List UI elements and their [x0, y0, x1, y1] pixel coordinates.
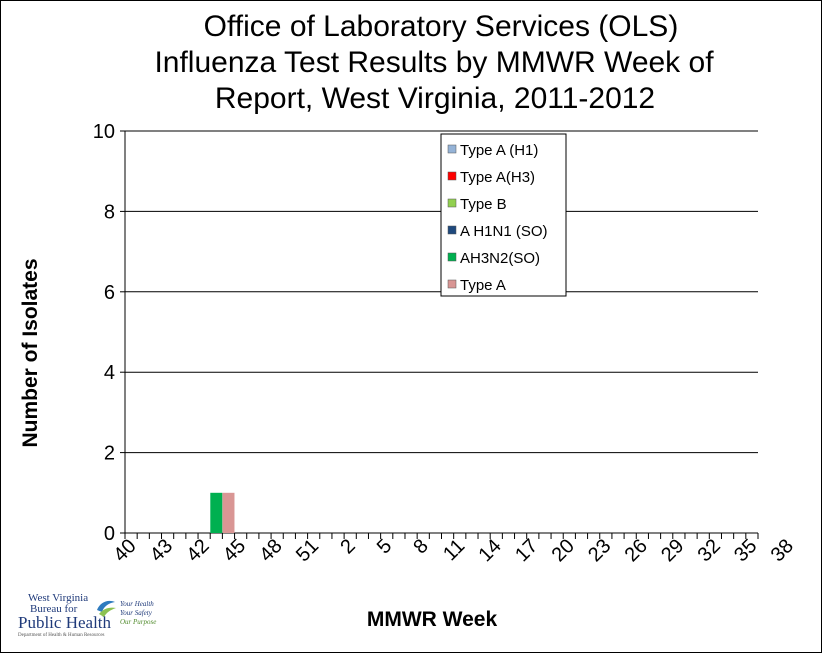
logo-tag-2: Your Safety [120, 609, 152, 617]
west-virginia-bph-logo: West Virginia Bureau for Public Health D… [18, 592, 178, 644]
x-tick-label: 48 [255, 535, 286, 566]
y-tick-label: 10 [93, 121, 115, 143]
logo-line-1: West Virginia [28, 592, 89, 604]
bar [222, 492, 235, 533]
x-tick-label: 11 [439, 535, 469, 565]
logo-emblem-icon [97, 600, 116, 617]
logo-line-4: Department of Health & Human Resources [18, 633, 105, 638]
x-tick-label: 17 [511, 535, 542, 566]
x-tick-label: 38 [767, 535, 798, 566]
y-tick-label: 2 [104, 443, 115, 465]
logo-tag-1: Your Health [120, 600, 154, 608]
y-tick-label: 6 [104, 282, 115, 304]
x-tick-label: 32 [694, 535, 725, 566]
legend-swatch [447, 171, 457, 181]
x-tick-label: 43 [146, 535, 177, 566]
y-axis-title: Number of Isolates [19, 258, 42, 447]
legend-label: Type A(H3) [460, 169, 535, 186]
legend-label: AH3N2(SO) [460, 250, 540, 267]
legend-swatch [447, 144, 457, 154]
legend-label: Type A (H1) [460, 142, 538, 159]
legend-label: Type A [460, 277, 506, 294]
legend-swatch [447, 225, 457, 235]
chart-title-line-3: Report, West Virginia, 2011-2012 [215, 82, 655, 115]
bar [210, 492, 223, 533]
chart-title-line-2: Influenza Test Results by MMWR Week of [154, 46, 714, 79]
x-tick-label: 23 [584, 535, 615, 566]
y-tick-label: 8 [104, 201, 115, 223]
x-tick-label: 51 [292, 535, 323, 566]
y-tick-label: 0 [104, 523, 115, 545]
legend-swatch [447, 198, 457, 208]
legend-swatch [447, 279, 457, 289]
logo-line-3: Public Health [18, 613, 112, 632]
x-tick-label: 14 [475, 535, 506, 566]
legend-label: Type B [460, 196, 507, 213]
legend-swatch [447, 252, 457, 262]
x-tick-label: 35 [730, 535, 761, 566]
chart-title-line-1: Office of Laboratory Services (OLS) [204, 10, 679, 43]
legend: Type A (H1) Type A(H3) Type B A H1N1 (SO) AH… [440, 133, 567, 297]
logo-line-2: Bureau for [30, 603, 78, 615]
chart-title: Office of Laboratory Services (OLS) Infl… [154, 10, 714, 115]
x-tick-label: 45 [219, 535, 250, 566]
x-tick-label: 29 [657, 535, 688, 566]
y-tick-label: 4 [104, 362, 115, 384]
legend-label: A H1N1 (SO) [460, 223, 548, 240]
logo-tag-3: Our Purpose [120, 618, 157, 626]
legend-box [440, 133, 567, 297]
x-axis-title: MMWR Week [367, 608, 498, 631]
x-tick-label: 20 [548, 535, 579, 566]
x-tick-label: 42 [182, 535, 213, 566]
x-tick-label: 26 [621, 535, 652, 566]
